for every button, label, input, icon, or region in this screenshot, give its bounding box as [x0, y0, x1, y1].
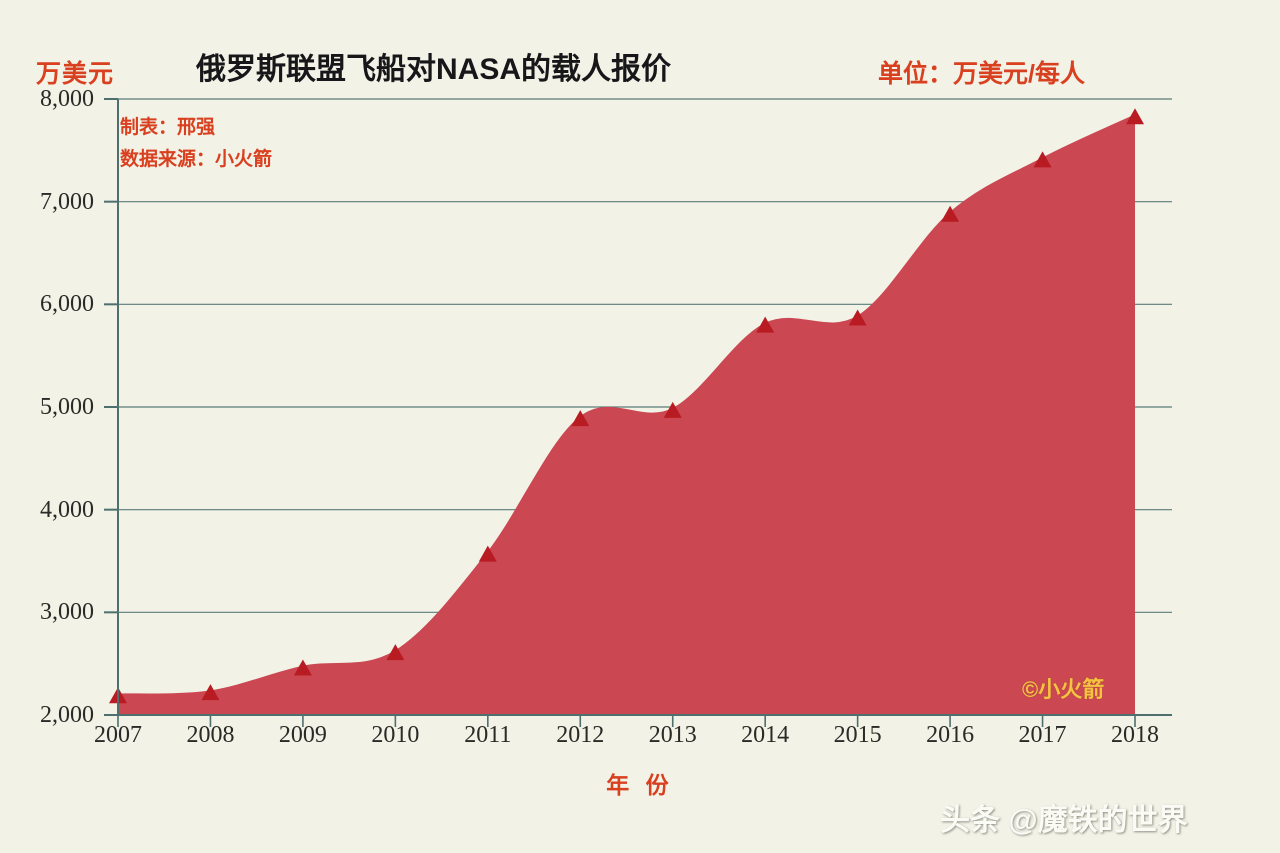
data-point-marker [386, 644, 405, 661]
y-axis-unit-label: 万美元 [36, 60, 115, 88]
watermark-bottom: 头条 @魔铁的世界 [940, 804, 1188, 837]
data-point-markers [109, 108, 1144, 704]
data-point-marker [201, 684, 220, 701]
x-tick-label: 2015 [833, 722, 882, 748]
x-tick-label: 2018 [1111, 722, 1159, 748]
data-point-marker [1033, 151, 1052, 168]
x-tick-label: 2007 [94, 722, 142, 748]
data-point-marker [571, 410, 590, 427]
x-tick-label: 2017 [1018, 722, 1067, 748]
x-tick-label: 2009 [278, 722, 327, 748]
credit-block: 制表：邢强 数据来源：小火箭 [120, 112, 272, 176]
y-tick-label: 6,000 [40, 291, 94, 318]
unit-note: 单位：万美元/每人 [878, 60, 1085, 88]
x-tick-label: 2016 [926, 722, 975, 748]
y-tick-label: 4,000 [40, 496, 94, 523]
x-tick-label: 2011 [464, 722, 512, 748]
data-point-marker [663, 401, 682, 418]
watermark-inner: ©小火箭 [1022, 677, 1105, 702]
x-tick-marks [117, 715, 1136, 727]
y-tick-label: 5,000 [40, 394, 94, 420]
data-point-marker [756, 316, 775, 333]
data-point-marker [478, 545, 497, 562]
data-point-marker [1126, 108, 1144, 125]
x-axis-title: 年 份 [606, 772, 674, 798]
credit-source: 数据来源：小火箭 [120, 149, 273, 170]
y-tick-label: 2,000 [40, 702, 94, 728]
x-tick-label: 2012 [556, 722, 605, 748]
y-tick-label: 3,000 [40, 599, 94, 626]
x-tick-label: 2010 [371, 722, 420, 748]
credit-maker: 制表：邢强 [120, 117, 216, 138]
x-tick-label: 2013 [648, 722, 697, 748]
chart-title: 俄罗斯联盟飞船对NASA的载人报价 [196, 53, 672, 86]
y-tick-label: 8,000 [40, 86, 94, 112]
data-point-marker [293, 659, 312, 676]
y-tick-label: 7,000 [40, 188, 94, 215]
x-tick-label: 2008 [186, 722, 235, 748]
area-series-fill [118, 115, 1135, 716]
data-point-marker [848, 309, 867, 326]
data-point-marker [941, 205, 960, 222]
x-tick-label: 2014 [741, 722, 790, 748]
